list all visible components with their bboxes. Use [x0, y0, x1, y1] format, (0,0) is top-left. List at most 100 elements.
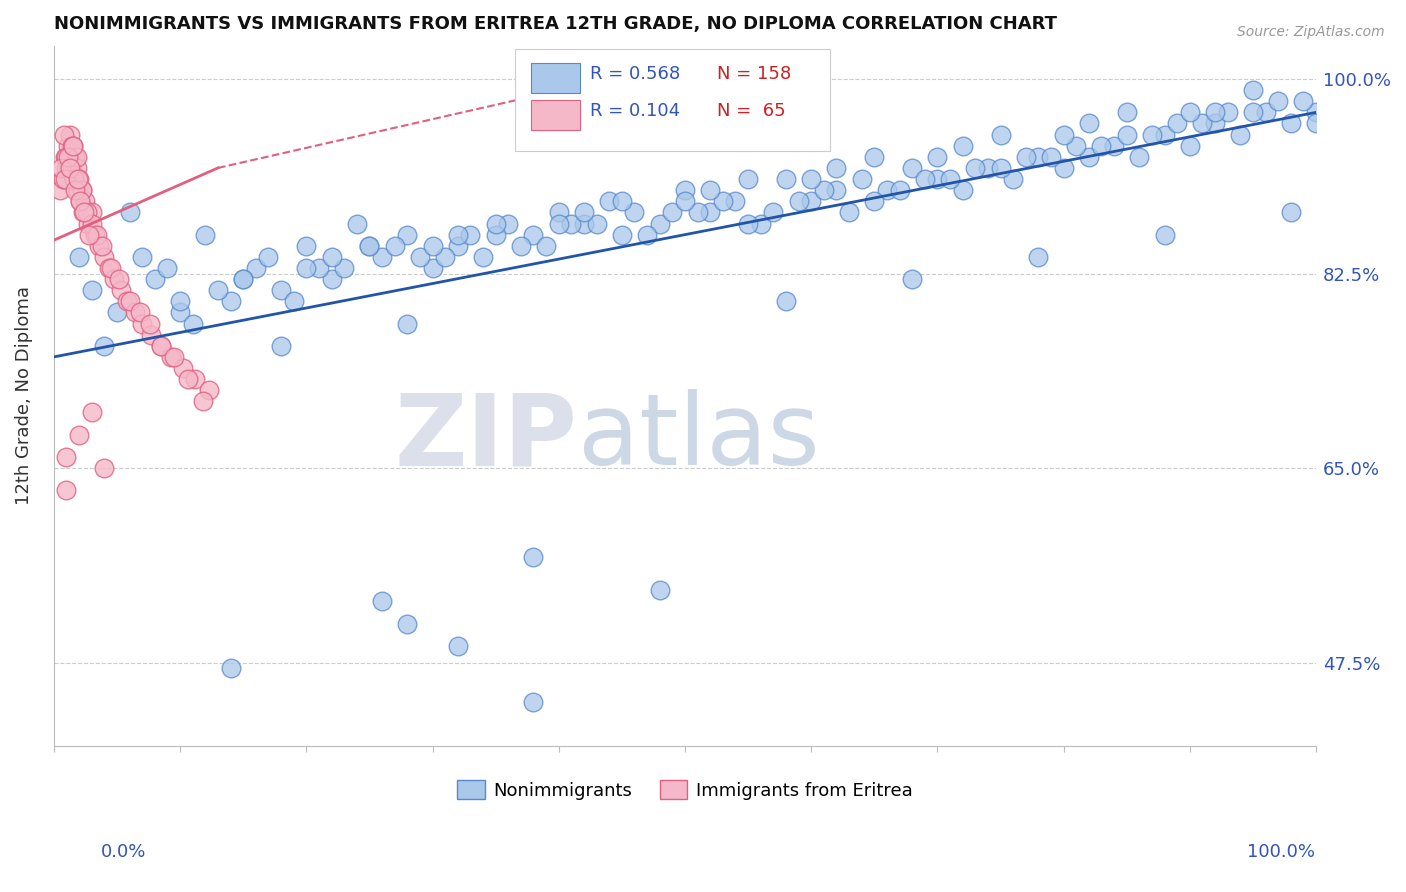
- Point: [191, 394, 214, 409]
- Text: Source: ZipAtlas.com: Source: ZipAtlas.com: [1237, 25, 1385, 39]
- Point: [598, 194, 620, 209]
- Point: [1077, 116, 1099, 130]
- Point: [522, 227, 544, 242]
- Point: [1090, 138, 1112, 153]
- Point: [232, 272, 254, 286]
- Point: [98, 260, 121, 275]
- Text: R = 0.568: R = 0.568: [591, 65, 681, 83]
- Point: [901, 161, 924, 175]
- Point: [105, 305, 128, 319]
- Point: [67, 427, 90, 442]
- Point: [699, 183, 721, 197]
- Point: [346, 217, 368, 231]
- Text: ZIP: ZIP: [395, 389, 578, 486]
- Point: [67, 250, 90, 264]
- Point: [80, 205, 103, 219]
- Point: [1292, 95, 1315, 109]
- Point: [1191, 116, 1213, 130]
- Point: [73, 205, 96, 219]
- Point: [86, 227, 108, 242]
- Point: [89, 239, 111, 253]
- Point: [139, 317, 162, 331]
- Text: atlas: atlas: [578, 389, 820, 486]
- Point: [67, 172, 90, 186]
- Point: [1305, 116, 1327, 130]
- Point: [1267, 95, 1289, 109]
- Point: [93, 250, 115, 264]
- Point: [194, 227, 217, 242]
- Point: [737, 172, 759, 186]
- Point: [172, 361, 194, 376]
- Point: [163, 350, 186, 364]
- Text: N =  65: N = 65: [717, 102, 785, 120]
- Y-axis label: 12th Grade, No Diploma: 12th Grade, No Diploma: [15, 286, 32, 506]
- Point: [572, 217, 595, 231]
- Point: [990, 161, 1012, 175]
- Point: [509, 239, 531, 253]
- Point: [184, 372, 207, 386]
- Point: [103, 272, 125, 286]
- Point: [118, 205, 141, 219]
- FancyBboxPatch shape: [515, 49, 830, 151]
- Point: [787, 194, 810, 209]
- Point: [257, 250, 280, 264]
- Point: [58, 161, 80, 175]
- Point: [100, 260, 122, 275]
- Point: [1153, 128, 1175, 142]
- Point: [198, 384, 221, 398]
- Point: [661, 205, 683, 219]
- Point: [825, 183, 848, 197]
- Point: [699, 205, 721, 219]
- Point: [131, 250, 153, 264]
- Point: [648, 583, 671, 598]
- Point: [65, 150, 87, 164]
- Point: [749, 217, 772, 231]
- Point: [775, 172, 797, 186]
- Point: [737, 217, 759, 231]
- Point: [219, 661, 242, 675]
- Point: [77, 217, 100, 231]
- Point: [308, 260, 330, 275]
- Point: [673, 194, 696, 209]
- Text: N = 158: N = 158: [717, 65, 790, 83]
- Point: [1178, 105, 1201, 120]
- Point: [636, 227, 658, 242]
- Point: [143, 272, 166, 286]
- Point: [775, 294, 797, 309]
- Point: [851, 172, 873, 186]
- Text: R = 0.104: R = 0.104: [591, 102, 681, 120]
- Point: [58, 150, 80, 164]
- Point: [901, 272, 924, 286]
- Point: [65, 183, 87, 197]
- Point: [914, 172, 936, 186]
- FancyBboxPatch shape: [531, 63, 581, 93]
- Point: [762, 205, 785, 219]
- Point: [156, 260, 179, 275]
- Point: [169, 294, 191, 309]
- Point: [128, 305, 150, 319]
- Point: [359, 239, 381, 253]
- Point: [321, 250, 343, 264]
- Text: NONIMMIGRANTS VS IMMIGRANTS FROM ERITREA 12TH GRADE, NO DIPLOMA CORRELATION CHAR: NONIMMIGRANTS VS IMMIGRANTS FROM ERITREA…: [53, 15, 1057, 33]
- Point: [522, 694, 544, 708]
- Point: [838, 205, 860, 219]
- Point: [72, 205, 94, 219]
- Point: [1128, 150, 1150, 164]
- Point: [65, 150, 87, 164]
- Point: [56, 150, 79, 164]
- Point: [422, 239, 444, 253]
- Point: [484, 227, 506, 242]
- Point: [60, 138, 83, 153]
- Point: [547, 205, 569, 219]
- Point: [371, 250, 394, 264]
- Point: [70, 183, 93, 197]
- Point: [813, 183, 835, 197]
- Point: [181, 317, 204, 331]
- Point: [422, 260, 444, 275]
- Point: [965, 161, 987, 175]
- Point: [55, 150, 77, 164]
- Point: [219, 294, 242, 309]
- Point: [283, 294, 305, 309]
- Point: [572, 205, 595, 219]
- Point: [55, 483, 77, 498]
